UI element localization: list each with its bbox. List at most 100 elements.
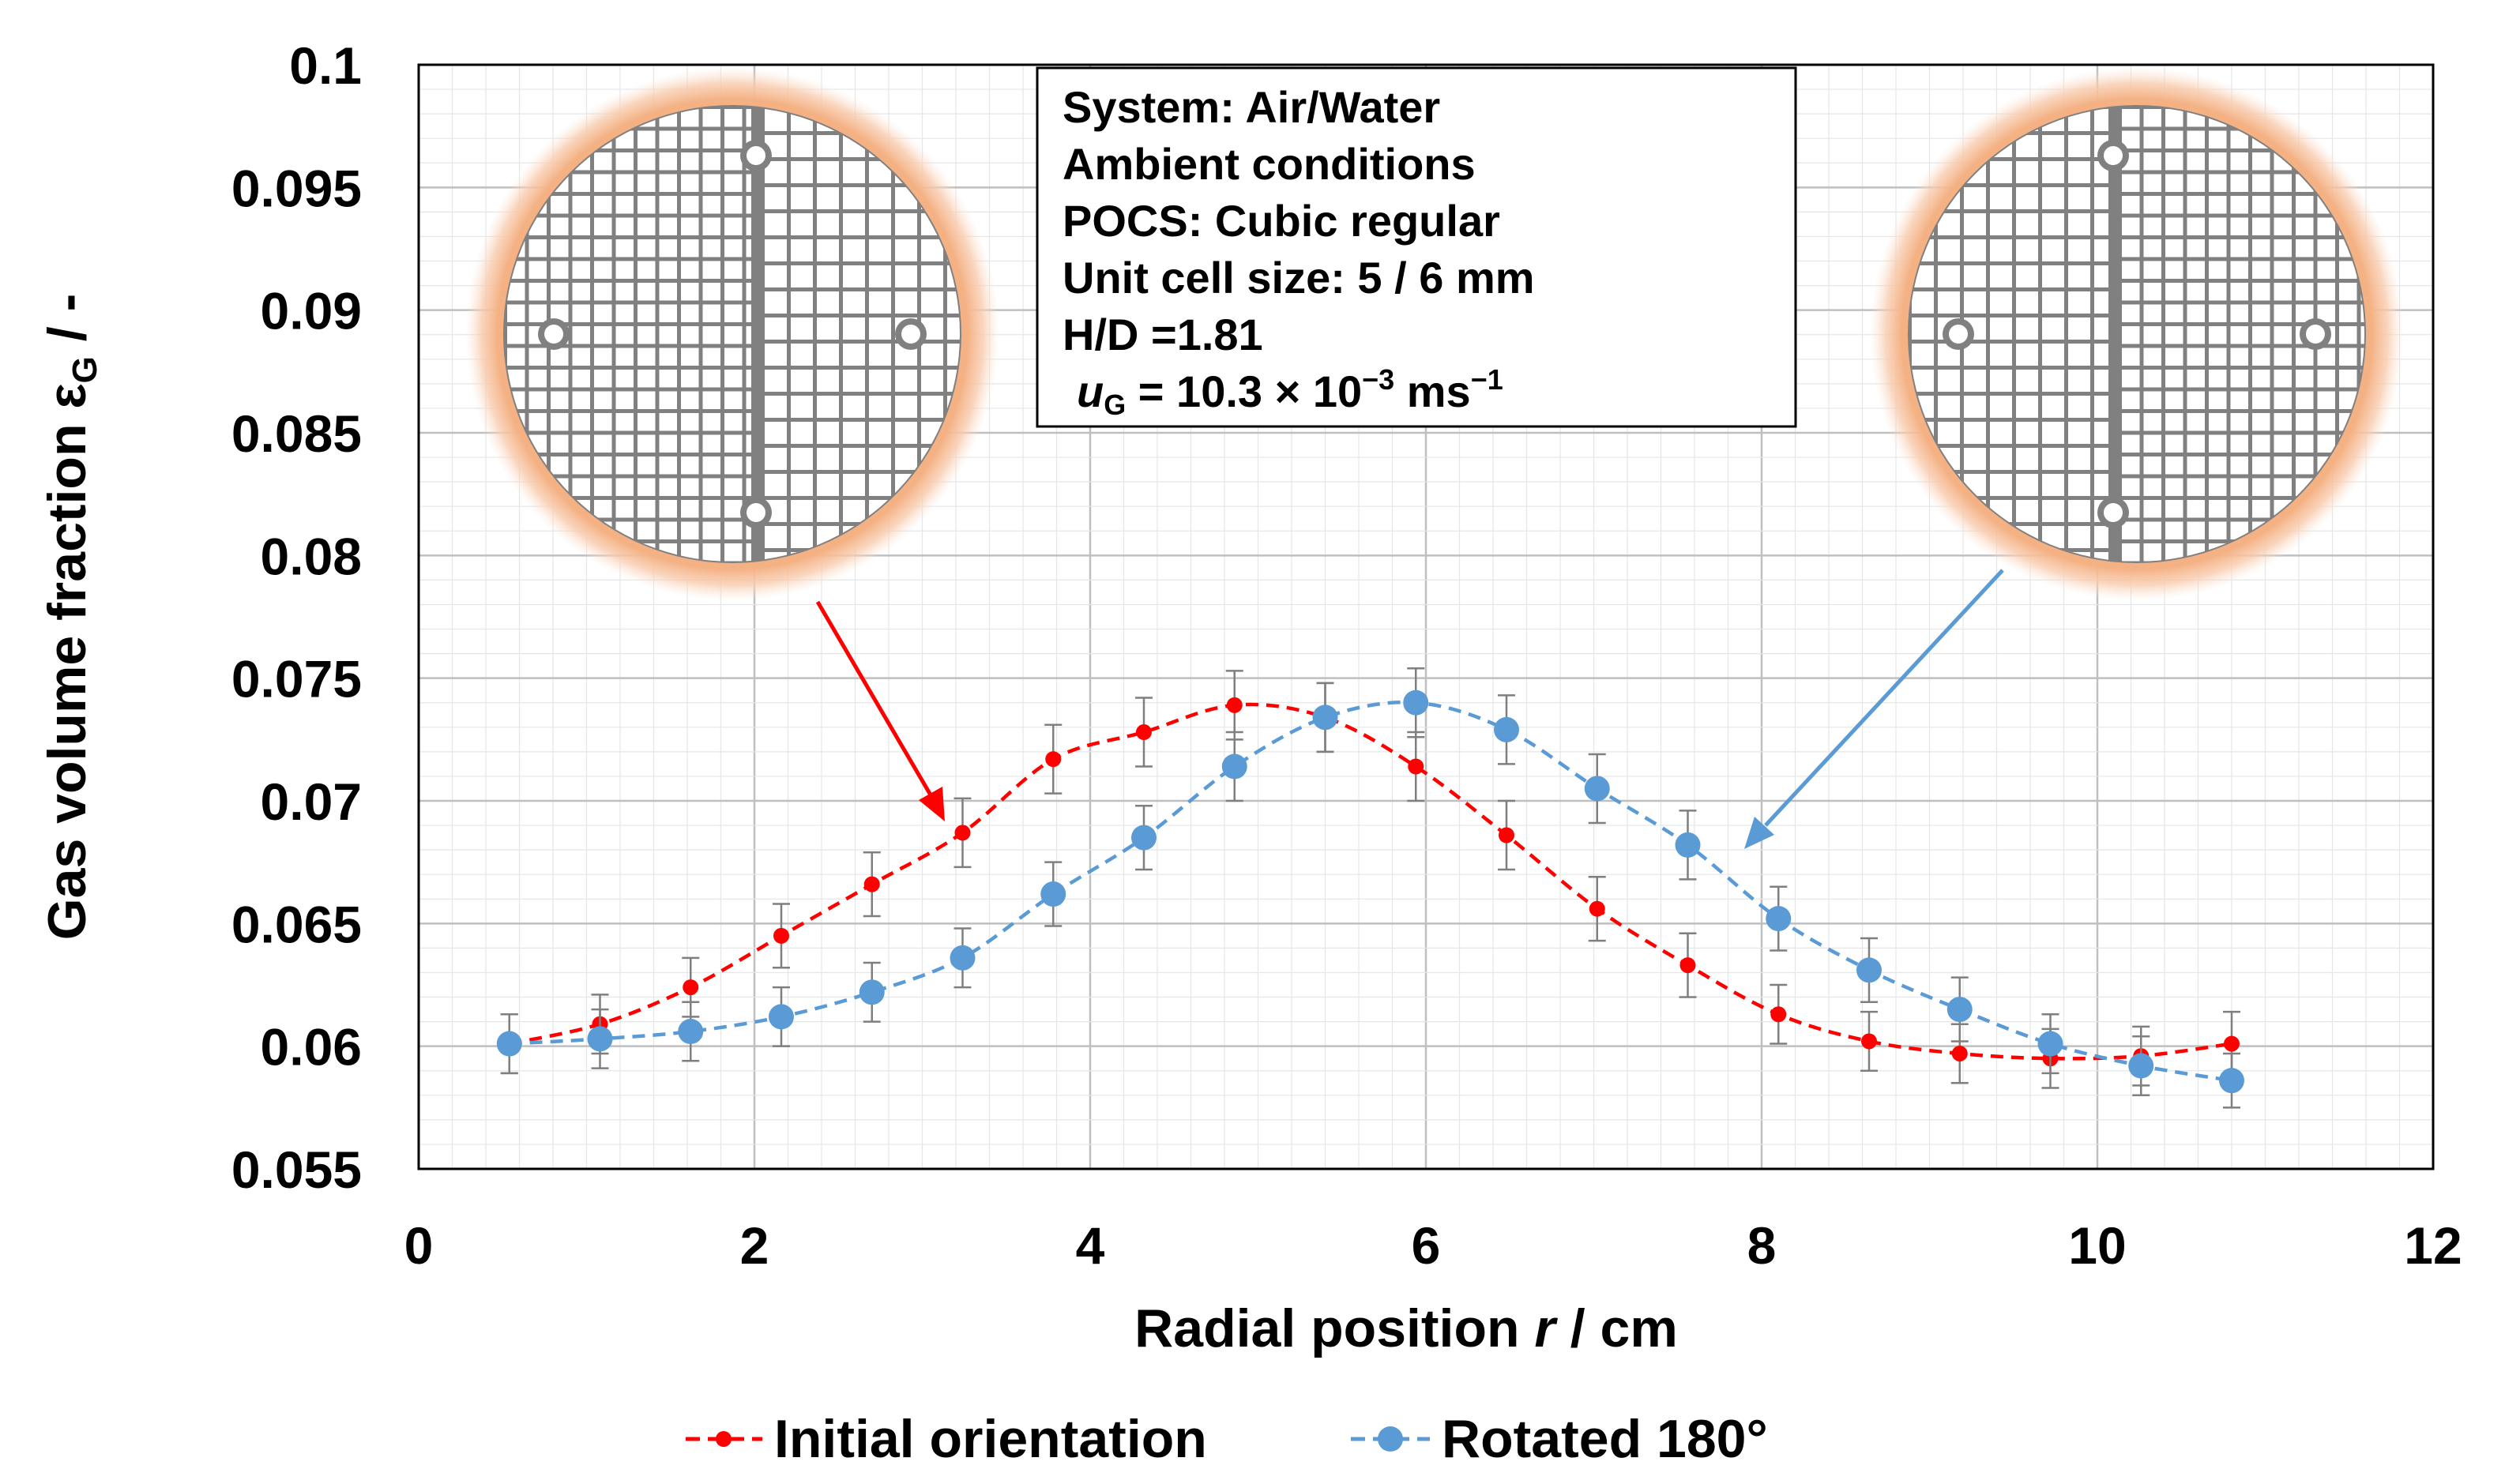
pocs-mesh-cell bbox=[659, 521, 677, 539]
pocs-mesh-cell bbox=[746, 109, 751, 127]
pocs-mesh-cell bbox=[2252, 391, 2270, 409]
pocs-mesh-cell bbox=[2296, 413, 2314, 431]
data-point-rotated-180 bbox=[496, 1031, 522, 1057]
x-axis-tick-labels: 0 2 4 6 8 10 12 bbox=[404, 1216, 2462, 1275]
pocs-mesh-cell bbox=[2094, 265, 2108, 287]
pocs-mesh-cell bbox=[843, 239, 865, 261]
pocs-mesh-cell bbox=[1938, 239, 1960, 261]
pocs-mesh-cell bbox=[791, 448, 813, 470]
pocs-mesh-cell bbox=[2274, 326, 2292, 344]
y-axis-title-unit: / - bbox=[37, 294, 97, 356]
pocs-mesh-cell bbox=[2122, 196, 2140, 214]
pocs-mesh-cell bbox=[2209, 283, 2227, 301]
pocs-mesh-cell bbox=[2296, 456, 2314, 475]
pocs-mesh-cell bbox=[2274, 304, 2292, 322]
info-line-cell-size: Unit cell size: 5 / 6 mm bbox=[1063, 253, 1535, 302]
data-point-rotated-180 bbox=[1040, 881, 1066, 907]
y-tick-label: 0.085 bbox=[231, 404, 362, 463]
x-tick-label: 4 bbox=[1076, 1216, 1105, 1275]
pocs-mesh-cell bbox=[724, 326, 743, 344]
pocs-mesh-cell bbox=[724, 217, 743, 235]
pocs-mesh-cell bbox=[1990, 265, 2012, 287]
pocs-mesh-cell bbox=[2165, 456, 2183, 475]
pocs-mesh-cell bbox=[843, 317, 865, 340]
pocs-mesh-cell bbox=[2209, 304, 2227, 322]
data-point-rotated-180 bbox=[769, 1004, 794, 1030]
pocs-mesh-cell bbox=[2143, 521, 2161, 539]
pocs-mesh-cell bbox=[594, 370, 612, 388]
pocs-mesh-cell bbox=[2274, 348, 2292, 366]
pocs-mesh-cell bbox=[869, 474, 891, 496]
legend-item-initial-orientation[interactable]: Initial orientation bbox=[686, 1409, 1207, 1469]
pocs-mesh-cell bbox=[895, 265, 917, 287]
pocs-mesh-cell bbox=[2143, 348, 2161, 366]
pocs-mesh-cell bbox=[1938, 370, 1960, 392]
pocs-mesh-cell bbox=[638, 500, 656, 518]
pocs-center-strut bbox=[2108, 107, 2118, 562]
pocs-mesh-cell bbox=[2230, 370, 2248, 388]
pocs-mesh-cell bbox=[702, 109, 720, 127]
pocs-mesh-cell bbox=[2068, 187, 2090, 209]
pocs-mesh-cell bbox=[724, 348, 743, 366]
pocs-mesh-cell bbox=[947, 317, 960, 340]
pocs-mesh-cell bbox=[746, 261, 751, 279]
pocs-mesh-cell bbox=[2094, 109, 2108, 131]
pocs-mesh-cell bbox=[507, 500, 525, 518]
pocs-mesh-cell bbox=[2165, 196, 2183, 214]
pocs-mesh-cell bbox=[2042, 135, 2064, 157]
data-point-initial-orientation bbox=[1408, 758, 1424, 775]
pocs-mesh-cell bbox=[921, 526, 943, 548]
series-line-initial-orientation bbox=[509, 702, 2232, 1061]
pocs-mesh-cell bbox=[2042, 500, 2064, 522]
pocs-mesh-cell bbox=[638, 217, 656, 235]
pocs-mesh-cell bbox=[2165, 304, 2183, 322]
pocs-mesh-cell bbox=[2360, 326, 2364, 344]
pocs-mesh-cell bbox=[2317, 261, 2335, 279]
data-point-rotated-180 bbox=[1131, 825, 1157, 851]
pocs-mesh-cell bbox=[2187, 370, 2205, 388]
pocs-mesh-cell bbox=[2122, 413, 2140, 431]
pocs-mesh-cell bbox=[615, 304, 634, 322]
pocs-mesh-cell bbox=[2068, 239, 2090, 261]
pocs-mesh-cell bbox=[2143, 370, 2161, 388]
pocs-mesh-cell bbox=[551, 304, 569, 322]
pocs-mesh-cell bbox=[1912, 344, 1934, 366]
pocs-mesh-cell bbox=[2122, 239, 2140, 257]
arrow-rotated-head bbox=[1744, 817, 1774, 849]
pocs-mesh-cell bbox=[615, 174, 634, 192]
pocs-mesh-cell bbox=[1990, 161, 2012, 183]
pocs-mesh-cell bbox=[681, 283, 699, 301]
pocs-mesh-cell bbox=[638, 130, 656, 148]
pocs-mesh-cell bbox=[2068, 317, 2090, 340]
pocs-mesh-cell bbox=[746, 174, 751, 192]
pocs-mesh-cell bbox=[817, 448, 839, 470]
pocs-mesh-cell bbox=[1990, 239, 2012, 261]
legend-item-rotated-180[interactable]: Rotated 180° bbox=[1351, 1409, 1768, 1469]
y-tick-label: 0.055 bbox=[231, 1140, 362, 1199]
pocs-mesh-cell bbox=[2068, 500, 2090, 522]
pocs-mesh-cell bbox=[681, 261, 699, 279]
pocs-mesh-cell bbox=[2209, 500, 2227, 518]
pocs-mesh-cell bbox=[681, 391, 699, 409]
pocs-mesh-cell bbox=[2122, 109, 2140, 127]
pocs-mesh-cell bbox=[895, 239, 917, 261]
pocs-mesh-cell bbox=[2122, 348, 2140, 366]
pocs-mesh-cell bbox=[2165, 478, 2183, 496]
pocs-mesh-cell bbox=[746, 326, 751, 344]
pocs-mesh-cell bbox=[2187, 239, 2205, 257]
pocs-mesh-cell bbox=[528, 370, 547, 388]
pocs-mesh-cell bbox=[507, 348, 525, 366]
pocs-mesh-cell bbox=[2252, 152, 2270, 171]
pocs-mesh-cell bbox=[843, 448, 865, 470]
pocs-mesh-cell bbox=[791, 370, 813, 392]
pocs-mesh-cell bbox=[528, 109, 547, 127]
pocs-mesh-cell bbox=[615, 500, 634, 518]
pocs-mesh-cell bbox=[817, 317, 839, 340]
pocs-mesh-cell bbox=[572, 174, 590, 192]
pocs-mesh-cell bbox=[2094, 448, 2108, 470]
pocs-mesh-cell bbox=[681, 370, 699, 388]
pocs-mesh-cell bbox=[2360, 130, 2364, 148]
pocs-mesh-cell bbox=[615, 434, 634, 453]
pocs-mesh-cell bbox=[746, 521, 751, 539]
pocs-mesh-cell bbox=[869, 448, 891, 470]
